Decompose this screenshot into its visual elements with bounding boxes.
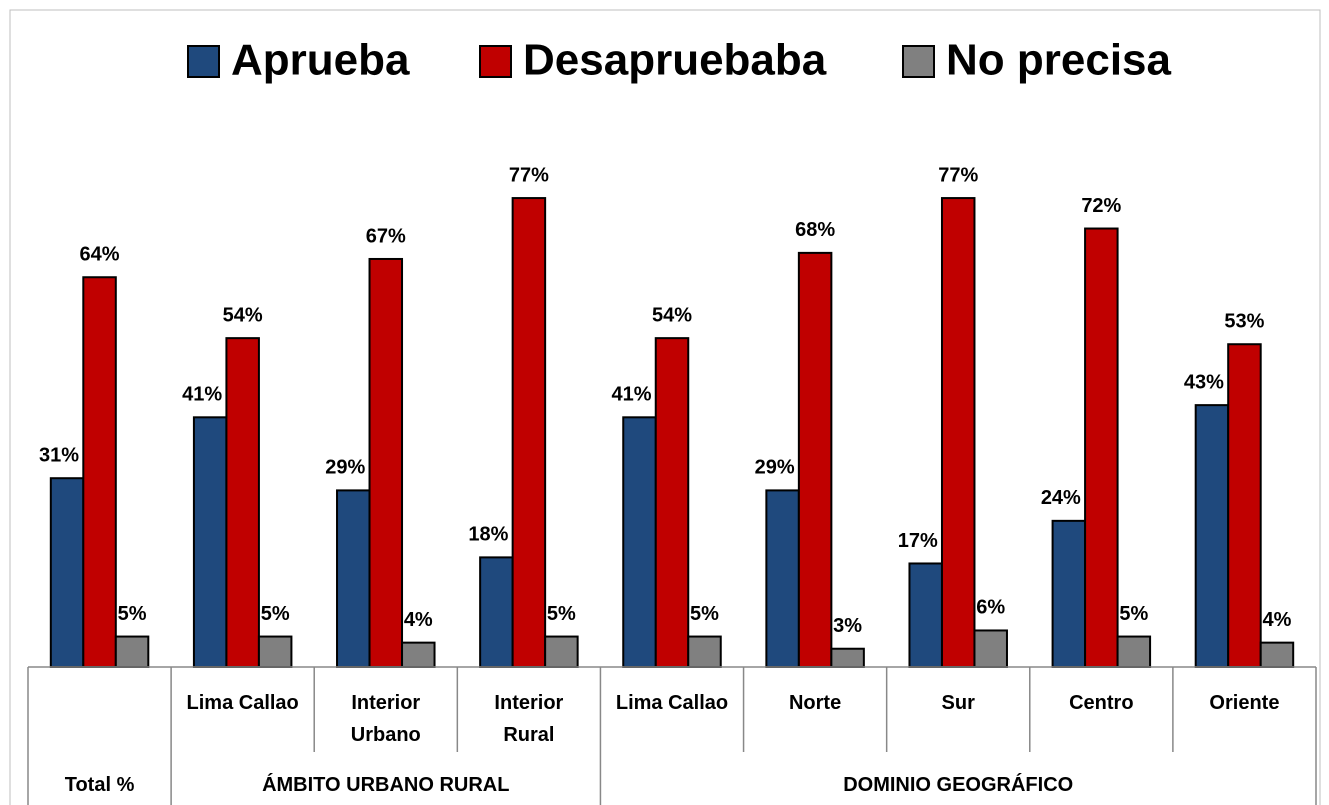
chart-frame — [9, 9, 1321, 805]
group-label: DOMINIO GEOGRÁFICO — [843, 774, 1074, 796]
data-label: 4% — [1262, 609, 1291, 631]
bar — [765, 489, 800, 669]
bar — [1084, 227, 1119, 669]
legend-label: Desapruebaba — [523, 36, 827, 85]
legend-label: Aprueba — [231, 36, 410, 85]
category-label: Lima Callao — [615, 692, 729, 714]
bar — [1116, 635, 1152, 668]
legend-swatch — [479, 45, 512, 78]
bar — [49, 477, 85, 668]
bar — [257, 635, 293, 668]
data-label: 67% — [366, 225, 406, 247]
data-label: 4% — [404, 609, 433, 631]
bar — [1259, 641, 1295, 669]
data-label: 72% — [1081, 195, 1121, 217]
bar — [1194, 404, 1230, 668]
data-label: 64% — [80, 244, 120, 266]
bar — [940, 197, 976, 668]
data-label: 29% — [755, 457, 795, 479]
category-label: Oriente — [1209, 692, 1280, 714]
category-label: Norte — [788, 692, 842, 714]
data-label: 5% — [690, 603, 719, 625]
bar — [687, 635, 722, 668]
bar — [114, 635, 150, 668]
category-label: Sur — [941, 692, 975, 714]
data-label: 68% — [795, 219, 835, 241]
bar — [973, 629, 1008, 669]
data-label: 5% — [261, 603, 290, 625]
data-label: 24% — [1041, 487, 1081, 509]
bar — [654, 337, 690, 668]
bar — [511, 197, 547, 668]
bar — [544, 635, 579, 668]
bar — [1227, 343, 1262, 668]
bar — [797, 251, 833, 668]
category-label: Centro — [1069, 692, 1134, 714]
data-label: 43% — [1184, 371, 1224, 393]
data-label: 54% — [223, 304, 263, 326]
legend-label: No precisa — [946, 36, 1172, 85]
bar — [1051, 519, 1087, 669]
legend-swatch — [187, 45, 220, 78]
bar — [908, 562, 943, 668]
category-label: Lima Callao — [186, 692, 299, 714]
category-label: Interior Rural — [494, 692, 564, 746]
bar — [368, 257, 404, 668]
data-label: 41% — [182, 384, 222, 406]
data-label: 54% — [652, 304, 692, 326]
data-label: 41% — [611, 384, 651, 406]
bar — [622, 416, 657, 668]
data-label: 17% — [898, 530, 938, 552]
bar — [192, 416, 228, 668]
bar — [830, 647, 865, 668]
data-label: 53% — [1224, 311, 1264, 333]
data-label: 31% — [39, 444, 79, 466]
data-label: 5% — [118, 603, 147, 625]
bar — [401, 641, 436, 669]
data-label: 18% — [468, 524, 508, 546]
group-label: Total % — [64, 774, 135, 796]
data-label: 77% — [938, 164, 978, 186]
group-label: ÁMBITO URBANO RURAL — [262, 774, 510, 796]
bar — [336, 489, 371, 669]
bar — [225, 337, 260, 668]
data-label: 3% — [833, 615, 862, 637]
data-label: 5% — [1119, 603, 1148, 625]
bar — [479, 556, 514, 669]
data-label: 6% — [976, 597, 1005, 619]
legend-swatch — [902, 45, 935, 78]
bar — [82, 276, 117, 668]
data-label: 29% — [325, 457, 365, 479]
category-label: Interior Urbano — [350, 692, 421, 746]
data-label: 5% — [547, 603, 576, 625]
data-label: 77% — [509, 164, 549, 186]
